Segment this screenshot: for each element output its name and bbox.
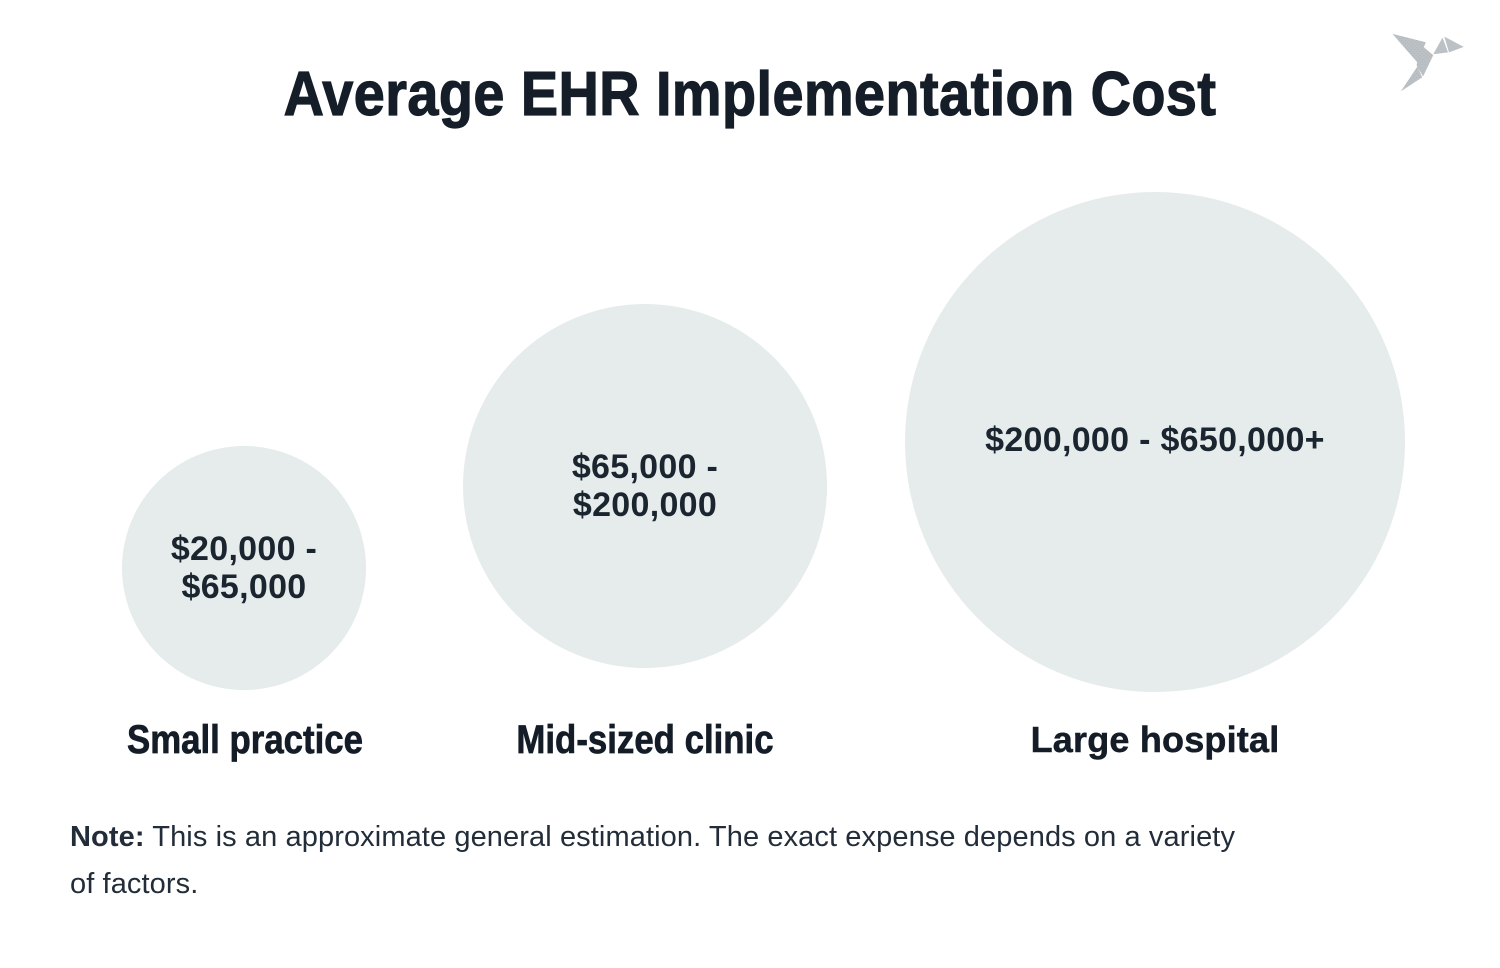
page-title: Average EHR Implementation Cost	[283, 60, 1217, 129]
value-line: $65,000 -	[571, 447, 719, 486]
note-line-2: of factors.	[70, 868, 199, 900]
bubble-small-practice-value: $20,000 - $65,000	[171, 530, 317, 606]
category-label-small-practice: Small practice	[127, 718, 364, 763]
bubble-large-hospital: $200,000 - $650,000+	[905, 192, 1405, 692]
bubble-mid-sized-clinic: $65,000 - $200,000	[463, 304, 827, 668]
value-line: $20,000 -	[170, 529, 318, 568]
origami-bird-icon	[1392, 33, 1464, 92]
note-text: Note: This is an approximate general est…	[70, 814, 1460, 908]
bubble-large-hospital-value: $200,000 - $650,000+	[985, 421, 1325, 459]
category-label-mid-sized-clinic: Mid-sized clinic	[516, 718, 774, 763]
category-label-large-hospital: Large hospital	[1030, 719, 1280, 761]
bubble-mid-sized-clinic-value: $65,000 - $200,000	[572, 448, 718, 524]
value-line: $65,000	[181, 568, 307, 606]
bubble-small-practice: $20,000 - $65,000	[122, 446, 366, 690]
note-label: Note:	[70, 821, 145, 853]
value-line: $200,000 - $650,000+	[985, 420, 1325, 459]
note-line-1: This is an approximate general estimatio…	[152, 821, 1236, 853]
value-line: $200,000	[572, 486, 718, 524]
